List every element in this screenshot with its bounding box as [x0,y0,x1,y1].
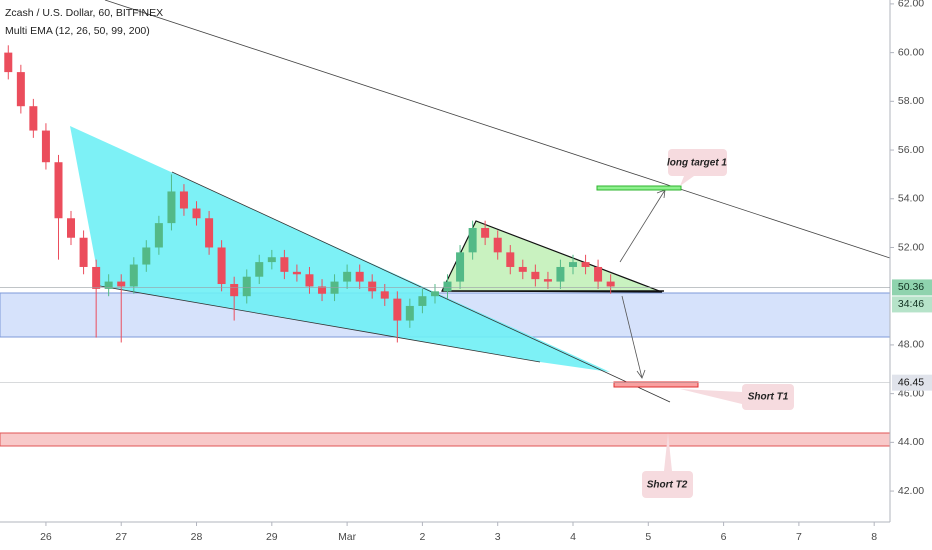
candle-body [556,266,565,282]
callout [642,471,693,498]
y-tick-label: 44.00 [898,436,924,448]
callout [668,149,727,176]
candle-body [581,262,590,267]
candle-body [16,72,25,107]
candle-body [104,281,113,289]
candle-body [569,262,578,267]
candle-body [54,162,63,219]
x-tick-label: 4 [570,531,576,543]
y-tick-label: 54.00 [898,193,924,205]
candle-body [405,305,414,321]
candle-body [506,252,515,267]
candle-body [217,247,226,285]
candle-body [468,227,477,253]
candle-body [531,271,540,280]
candle-body [167,191,176,224]
candle-body [117,281,126,287]
candle-body [242,276,251,297]
indicator-label: Multi EMA (12, 26, 50, 99, 200) [5,25,150,37]
last-price-badge [892,279,932,296]
candle-body [230,284,239,297]
x-tick-label: 26 [40,531,52,543]
candle-body [456,252,465,282]
candle-body [443,281,452,292]
x-tick-label: Mar [338,531,357,543]
candle-body [179,191,188,209]
wedge-line [171,171,671,403]
x-tick-label: 5 [645,531,651,543]
candle-body [292,271,301,275]
candle-body [92,266,101,289]
annotation: long target 1 [667,158,727,169]
candle-body [343,271,352,282]
callout [742,384,794,410]
candle-body [368,281,377,292]
candle-body [67,218,76,238]
annotation: Short T2 [647,480,688,491]
y-tick-label: 60.00 [898,46,924,58]
x-tick-label: 3 [495,531,501,543]
callout-tail [680,389,742,404]
x-tick-label: 8 [871,531,877,543]
callout-tail [664,433,672,471]
x-tick-label: 27 [115,531,127,543]
candle-body [518,266,527,272]
long-target [596,185,682,191]
annotation: Short T1 [748,392,789,403]
candle-body [205,218,214,248]
arrow-head [636,369,646,379]
countdown-label: 34:46 [898,298,924,310]
candle-body [154,223,163,248]
y-tick-label: 52.00 [898,241,924,253]
last-price-label: 50.36 [898,281,924,293]
target-zone [0,432,891,447]
short-target [613,381,699,388]
y-tick-label: 56.00 [898,144,924,156]
candle-body [267,257,276,263]
candle-body [543,279,552,282]
candle-body [380,291,389,299]
candle-body [79,237,88,267]
candle-body [393,298,402,321]
x-tick-label: 28 [191,531,203,543]
candle-body [280,257,289,272]
y-tick-label: 58.00 [898,95,924,107]
candle-body [4,52,13,73]
candle-body [355,271,364,282]
candle-body [430,291,439,297]
candle-body [318,286,327,294]
chart-title: Zcash / U.S. Dollar, 60, BITFINEX [5,7,163,19]
wedge-line [99,285,541,363]
candle-body [606,281,615,287]
arrow [619,189,666,263]
candle-body [594,266,603,282]
candle-body [418,296,427,306]
marker-price-label: 46.45 [898,376,924,388]
countdown-badge [892,296,932,313]
x-tick-label: 7 [796,531,802,543]
candle-body [192,208,201,219]
y-tick-label: 62.00 [898,0,924,10]
x-tick-label: 2 [419,531,425,543]
drawings: long target 1 Short T1 Short T2 [0,0,891,498]
x-tick-label: 6 [721,531,727,543]
trend-line [104,0,891,259]
marker-price-badge [892,374,932,391]
candle-body [129,264,138,287]
candle-body [41,130,50,163]
x-tick-label: 29 [266,531,278,543]
candle-body [255,262,264,277]
candles [4,45,615,343]
candle-body [305,274,314,287]
arrow [621,295,643,379]
candle-body [493,237,502,253]
candle-body [29,106,38,131]
candle-body [481,227,490,238]
candle-body [142,247,151,265]
callout-tail [680,176,694,186]
y-tick-label: 42.00 [898,485,924,497]
y-tick-label: 48.00 [898,339,924,351]
